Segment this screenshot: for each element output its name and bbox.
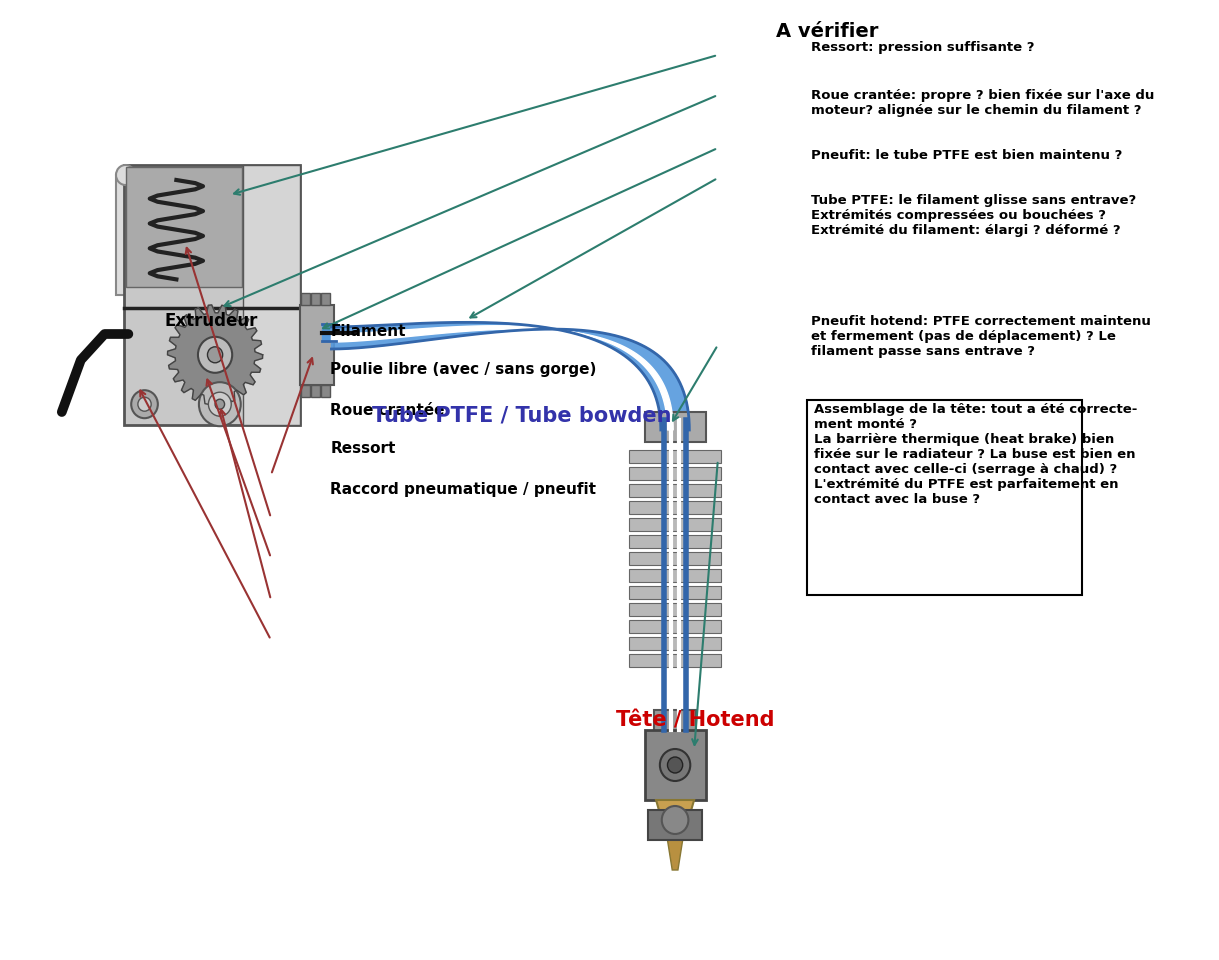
Polygon shape bbox=[656, 800, 694, 840]
Bar bbox=[629, 552, 720, 565]
Bar bbox=[244, 165, 300, 425]
Polygon shape bbox=[167, 305, 262, 405]
Circle shape bbox=[662, 806, 689, 834]
Bar bbox=[126, 167, 241, 287]
Circle shape bbox=[199, 382, 240, 426]
Text: Poulie libre (avec / sans gorge): Poulie libre (avec / sans gorge) bbox=[330, 362, 597, 377]
Bar bbox=[322, 294, 329, 305]
Bar bbox=[629, 637, 720, 650]
Bar bbox=[629, 569, 720, 582]
Bar bbox=[629, 654, 720, 667]
Polygon shape bbox=[668, 840, 683, 870]
Bar bbox=[629, 467, 720, 480]
Text: Extrudeur: Extrudeur bbox=[165, 312, 258, 330]
Text: Pneufit: le tube PTFE est bien maintenu ?: Pneufit: le tube PTFE est bien maintenu … bbox=[812, 149, 1123, 162]
Bar bbox=[629, 501, 720, 514]
Circle shape bbox=[668, 757, 683, 773]
Bar bbox=[629, 518, 720, 531]
Bar bbox=[629, 535, 720, 548]
Circle shape bbox=[197, 337, 232, 372]
Text: Filament: Filament bbox=[330, 324, 406, 339]
Bar bbox=[629, 620, 720, 633]
Text: Tête / Hotend: Tête / Hotend bbox=[616, 710, 775, 731]
Text: A vérifier: A vérifier bbox=[777, 22, 879, 41]
Bar bbox=[300, 305, 334, 385]
Bar bbox=[311, 294, 319, 305]
Bar bbox=[629, 586, 720, 599]
Text: Tube PTFE / Tube bowden: Tube PTFE / Tube bowden bbox=[372, 405, 672, 425]
Bar bbox=[629, 603, 720, 616]
Bar bbox=[311, 385, 319, 397]
Circle shape bbox=[138, 397, 151, 411]
Text: Tube PTFE: le filament glisse sans entrave?
Extrémités compressées ou bouchées ?: Tube PTFE: le filament glisse sans entra… bbox=[812, 194, 1136, 237]
Text: Roue crantée: propre ? bien fixée sur l'axe du
moteur? alignée sur le chemin du : Roue crantée: propre ? bien fixée sur l'… bbox=[812, 89, 1154, 117]
Polygon shape bbox=[332, 323, 689, 430]
Bar bbox=[645, 412, 706, 442]
Bar bbox=[322, 385, 329, 397]
Bar bbox=[301, 385, 310, 397]
Bar bbox=[301, 294, 310, 305]
Bar bbox=[629, 450, 720, 463]
Circle shape bbox=[215, 399, 224, 409]
Bar bbox=[807, 400, 1082, 595]
Circle shape bbox=[659, 749, 690, 781]
Text: Assemblage de la tête: tout a été correcte-
ment monté ?
La barrière thermique (: Assemblage de la tête: tout a été correc… bbox=[813, 403, 1137, 506]
Circle shape bbox=[132, 390, 157, 419]
Text: Ressort: pression suffisante ?: Ressort: pression suffisante ? bbox=[812, 41, 1035, 55]
Polygon shape bbox=[332, 325, 673, 430]
Bar bbox=[629, 484, 720, 497]
Bar bbox=[655, 710, 696, 740]
Bar bbox=[645, 730, 706, 800]
Bar bbox=[649, 810, 702, 840]
Bar bbox=[123, 165, 300, 425]
Text: Ressort: Ressort bbox=[330, 441, 396, 456]
Text: Raccord pneumatique / pneufit: Raccord pneumatique / pneufit bbox=[330, 482, 596, 497]
Circle shape bbox=[116, 165, 135, 185]
Circle shape bbox=[207, 347, 223, 363]
Text: Pneufit hotend: PTFE correctement maintenu
et fermement (pas de déplacement) ? L: Pneufit hotend: PTFE correctement mainte… bbox=[812, 315, 1151, 358]
Text: Roue crantée: Roue crantée bbox=[330, 402, 445, 418]
Bar bbox=[116, 175, 135, 295]
Circle shape bbox=[208, 393, 232, 417]
